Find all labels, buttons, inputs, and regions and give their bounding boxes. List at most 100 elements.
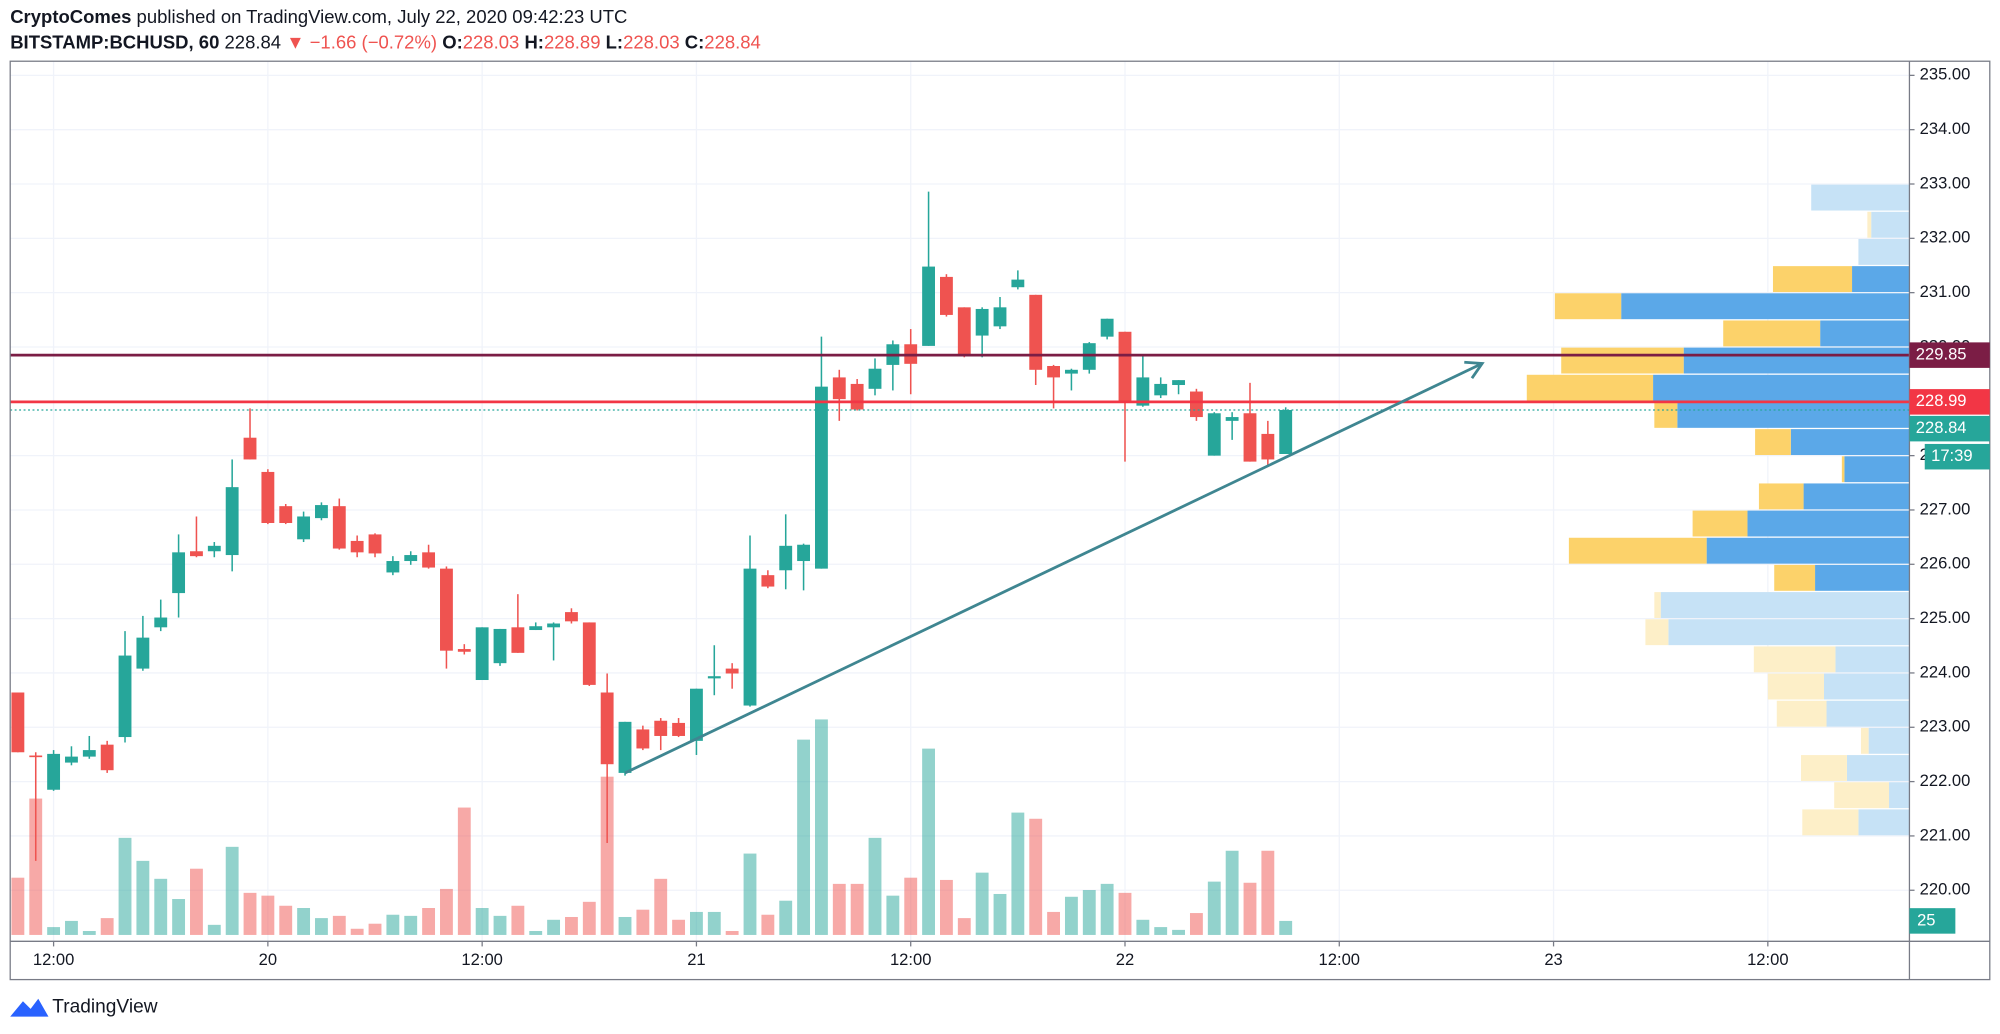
symbol: BITSTAMP:BCHUSD, 60 xyxy=(10,31,219,52)
candle-body xyxy=(297,516,311,540)
volume-bar xyxy=(904,877,918,935)
volume-tag-label: 25 xyxy=(1917,910,1935,929)
countdown-tag xyxy=(1924,443,1990,470)
candle-body xyxy=(797,544,811,562)
volume-bars xyxy=(11,719,1293,935)
candle-body xyxy=(404,555,418,562)
profile-down-bar xyxy=(1860,727,1869,754)
candle-body xyxy=(190,551,203,557)
candle-body xyxy=(82,750,96,757)
candle-body xyxy=(1047,365,1060,378)
profile-down-bar xyxy=(1526,374,1654,401)
x-tick-label: 12:00 xyxy=(1747,950,1789,969)
x-tick-label: 23 xyxy=(1544,950,1562,969)
candle-body xyxy=(1100,318,1114,337)
profile-up-bar xyxy=(1858,809,1910,836)
x-tick-label: 22 xyxy=(1116,950,1134,969)
volume-bar xyxy=(672,919,686,935)
candle-body xyxy=(761,575,775,587)
profile-up-bar xyxy=(1747,510,1910,537)
candle-body xyxy=(386,561,400,573)
profile-down-bar xyxy=(1645,619,1669,646)
volume-bar xyxy=(404,915,418,935)
candle-body xyxy=(975,308,989,336)
profile-up-bar xyxy=(1835,646,1910,673)
volume-bar xyxy=(493,915,507,935)
candle-body xyxy=(850,383,864,410)
profile-up-bar xyxy=(1871,211,1910,238)
volume-bar xyxy=(118,837,132,935)
candle-body xyxy=(529,626,543,631)
published: published on TradingView.com, July 22, 2… xyxy=(137,6,628,27)
price-tags: 229.85 228.99 228.84 17:39 25 xyxy=(1909,342,1990,934)
volume-bar xyxy=(82,931,96,935)
profile-up-bar xyxy=(1820,320,1910,347)
y-tick-label: 224.00 xyxy=(1920,662,1971,681)
profile-up-bar xyxy=(1790,429,1910,456)
volume-bar xyxy=(100,918,114,935)
volume-bar xyxy=(297,908,311,935)
profile-up-bar xyxy=(1852,266,1910,293)
y-tick-label: 233.00 xyxy=(1920,173,1971,192)
candle-body xyxy=(582,622,596,685)
volume-bar xyxy=(565,916,578,935)
volume-bar xyxy=(279,905,293,935)
volume-bar xyxy=(47,927,61,935)
volume-bar xyxy=(707,911,721,935)
volume-bar xyxy=(725,931,739,935)
volume-profile xyxy=(1526,184,1910,836)
volume-bar xyxy=(886,895,900,935)
brand-logo xyxy=(10,998,49,1017)
last-price-tag-label: 228.84 xyxy=(1916,418,1967,437)
candle-body xyxy=(172,552,186,594)
profile-down-bar xyxy=(1834,782,1890,809)
candle-body xyxy=(618,721,632,773)
high-value: 228.89 xyxy=(544,31,601,52)
y-tick-label: 222.00 xyxy=(1920,771,1971,790)
candle-body xyxy=(154,617,168,628)
volume-bar xyxy=(940,879,953,935)
x-tick-label: 20 xyxy=(259,950,277,969)
profile-down-bar xyxy=(1867,211,1872,238)
candle-body xyxy=(1172,380,1185,386)
profile-up-bar xyxy=(1868,727,1910,754)
header-line-2: BITSTAMP:BCHUSD, 60 228.84 ▼ −1.66 (−0.7… xyxy=(10,31,761,52)
last-price: 228.84 xyxy=(225,31,282,52)
close-value: 228.84 xyxy=(704,31,761,52)
profile-down-bar xyxy=(1561,347,1684,374)
volume-bar xyxy=(368,923,382,935)
candle-body xyxy=(1225,417,1239,421)
profile-up-bar xyxy=(1621,293,1910,320)
volume-bar xyxy=(850,883,864,935)
candle-body xyxy=(1261,433,1275,460)
volume-bar xyxy=(511,905,525,935)
volume-bar xyxy=(797,739,811,935)
volume-bar xyxy=(1029,818,1043,935)
level-tag xyxy=(1909,389,1990,415)
x-tick-label: 12:00 xyxy=(1319,950,1361,969)
volume-bar xyxy=(65,920,78,935)
volume-bar xyxy=(350,928,364,935)
change: ▼ −1.66 (−0.72%) xyxy=(286,31,437,52)
candle-body xyxy=(493,628,507,664)
profile-up-bar xyxy=(1889,782,1910,809)
header-line-1: CryptoComes published on TradingView.com… xyxy=(10,6,627,27)
profile-up-bar xyxy=(1811,184,1910,211)
candle-body xyxy=(672,722,686,736)
profile-down-bar xyxy=(1753,646,1836,673)
high-label: H: xyxy=(524,31,544,52)
candle-body xyxy=(475,627,489,681)
profile-up-bar xyxy=(1844,456,1910,483)
volume-bar xyxy=(529,931,543,935)
candle-body xyxy=(1011,279,1025,288)
candle-body xyxy=(1207,413,1221,456)
volume-bar xyxy=(832,883,846,935)
x-tick-label: 21 xyxy=(687,950,705,969)
profile-up-bar xyxy=(1858,238,1910,265)
candle-body xyxy=(1118,331,1132,403)
profile-up-bar xyxy=(1660,592,1910,618)
low-value: 228.03 xyxy=(623,31,680,52)
volume-bar xyxy=(975,872,989,935)
volume-bar xyxy=(207,924,221,935)
